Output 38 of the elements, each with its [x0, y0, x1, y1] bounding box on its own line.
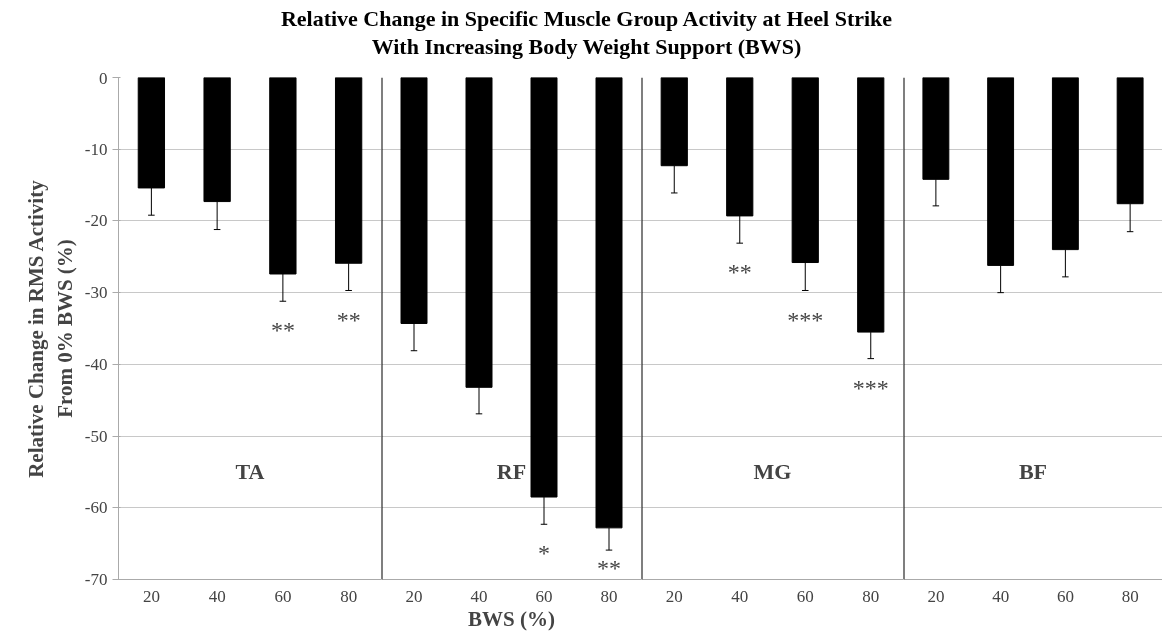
- y-tick-label: 0: [99, 68, 108, 88]
- y-tick-label: -10: [84, 139, 108, 159]
- x-tick-label: 80: [1121, 586, 1139, 606]
- x-tick-label: 20: [405, 586, 423, 606]
- x-tick-label: 80: [600, 586, 618, 606]
- annotation: BF: [1018, 459, 1048, 485]
- x-tick-label: 60: [1056, 586, 1074, 606]
- x-tick-label: 40: [992, 586, 1010, 606]
- x-tick-label: 80: [862, 586, 880, 606]
- x-tick-label: 40: [470, 586, 488, 606]
- data-label: **: [727, 259, 752, 286]
- y-tick-label: -50: [84, 426, 108, 446]
- y-tick-label: -20: [84, 211, 108, 231]
- data-label: ***: [787, 306, 824, 333]
- data-label: *: [538, 540, 550, 567]
- x-axis-title: BWS (%): [468, 606, 555, 631]
- y-tick-label: -30: [84, 283, 108, 303]
- x-tick-label: 40: [731, 586, 749, 606]
- data-label: **: [336, 306, 361, 333]
- y-tick-label: -60: [84, 498, 108, 518]
- y-tick-label: -40: [84, 354, 108, 374]
- x-tick-label: 20: [665, 586, 683, 606]
- x-tick-label: 60: [274, 586, 292, 606]
- annotation: RF: [496, 459, 527, 485]
- x-tick-label: 40: [208, 586, 226, 606]
- annotation: MG: [753, 459, 792, 485]
- x-tick-label: 80: [340, 586, 358, 606]
- y-tick-label: -70: [84, 570, 108, 589]
- data-label: ***: [852, 374, 889, 401]
- y-axis-title: Relative Change in RMS Activity From 0% BWS (%): [24, 179, 77, 478]
- data-label: **: [597, 555, 621, 582]
- x-tick-label: 60: [535, 586, 553, 606]
- x-tick-label: 20: [142, 586, 160, 606]
- x-tick-label: 20: [927, 586, 945, 606]
- data-label: **: [270, 317, 295, 344]
- annotation: TA: [235, 459, 265, 485]
- x-tick-label: 60: [796, 586, 814, 606]
- text: Relative Change in Specific Muscle Group Activity at Heel Strike With Increasing Body Weight Support (BWS): [279, 5, 894, 61]
